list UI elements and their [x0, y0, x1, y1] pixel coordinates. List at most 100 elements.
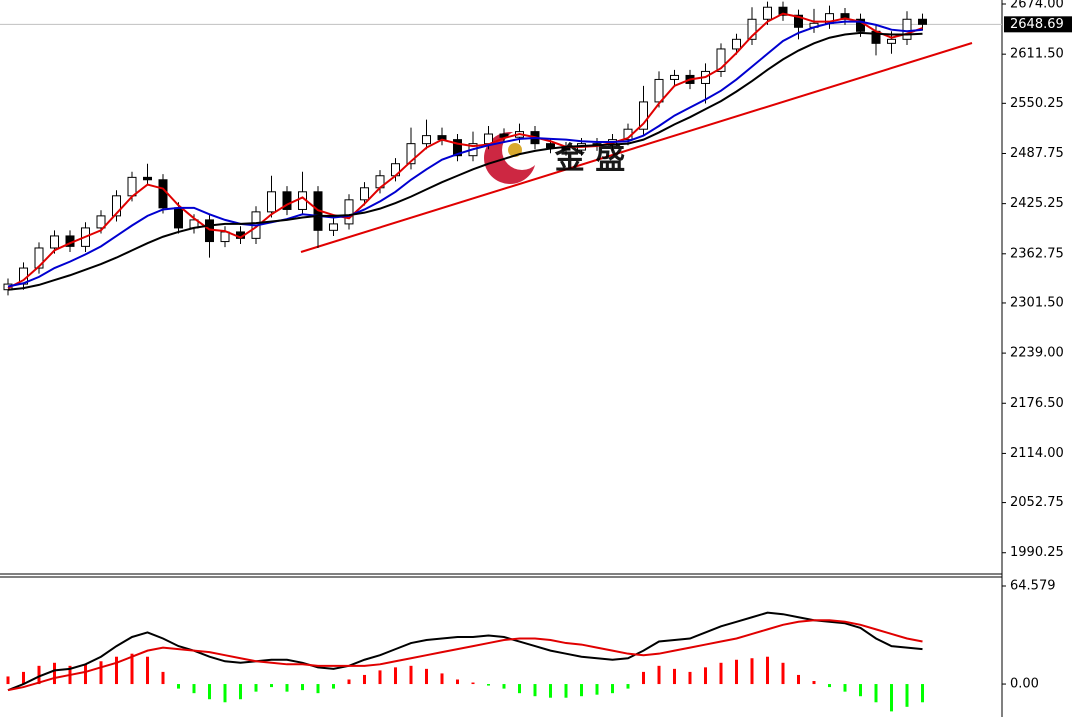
histogram-bar: [84, 664, 87, 685]
candle-body: [220, 231, 230, 243]
histogram-bar: [316, 684, 320, 694]
candle-body: [174, 207, 183, 229]
y-tick-label: 2674.00: [1010, 0, 1064, 12]
indicator-line: [7, 20, 923, 288]
histogram-bar: [394, 667, 397, 685]
last-price-label: 2648.69: [1010, 17, 1064, 32]
histogram-bar: [409, 665, 413, 685]
histogram-bar: [208, 684, 211, 700]
candle-body: [344, 199, 354, 225]
histogram-bar: [766, 656, 769, 685]
candle-body: [763, 6, 772, 20]
histogram-bar: [673, 668, 676, 685]
histogram-bar: [332, 684, 335, 689]
candle-body: [484, 133, 493, 145]
histogram-bar: [440, 673, 444, 685]
candle-body: [50, 235, 59, 249]
histogram-bar: [564, 684, 568, 698]
candle-body: [267, 191, 276, 213]
histogram-bar: [874, 684, 878, 703]
candle-body: [794, 14, 803, 28]
y-tick-label: 2550.25: [1010, 96, 1064, 111]
candle-body: [329, 223, 338, 231]
y-tick-label: 2052.75: [1010, 495, 1064, 510]
y-tick-label: 2425.25: [1010, 196, 1064, 211]
histogram-bar: [254, 684, 258, 692]
candle-body: [887, 38, 896, 44]
candle-body: [96, 215, 106, 229]
histogram-bar: [719, 662, 723, 685]
candle-body: [127, 176, 137, 197]
histogram-bar: [270, 684, 273, 688]
histogram-bar: [6, 676, 10, 685]
histogram-bar: [595, 684, 599, 695]
candle-body: [902, 18, 912, 40]
y-tick-label: 64.579: [1010, 578, 1056, 593]
histogram-bar: [22, 671, 25, 685]
y-tick-label: 2301.50: [1010, 295, 1064, 310]
histogram-bar: [487, 684, 490, 686]
histogram-bar: [688, 671, 692, 685]
histogram-bar: [223, 684, 227, 703]
y-tick-label: 2176.50: [1010, 396, 1064, 411]
histogram-bar: [750, 658, 754, 685]
candle-body: [778, 6, 788, 16]
histogram-bar: [859, 684, 862, 697]
y-tick-label: 2487.75: [1010, 146, 1064, 161]
histogram-bar: [642, 671, 645, 685]
histogram-bar: [580, 684, 583, 697]
candle-body: [747, 18, 757, 40]
histogram-bar: [704, 667, 707, 685]
histogram-bar: [363, 674, 366, 685]
indicator-line: [7, 619, 923, 692]
indicator-line: [7, 31, 923, 291]
candle-body: [453, 139, 462, 157]
y-tick-label: 2114.00: [1010, 446, 1064, 461]
histogram-bar: [657, 665, 661, 685]
histogram-bar: [37, 665, 41, 685]
histogram-bar: [146, 656, 149, 685]
histogram-bar: [130, 653, 134, 685]
histogram-bar: [518, 684, 521, 694]
y-tick-label: 2611.50: [1010, 47, 1064, 62]
histogram-bar: [905, 684, 909, 707]
histogram-bar: [285, 684, 289, 692]
candle-body: [546, 143, 555, 149]
histogram-bar: [301, 684, 304, 691]
candle-body: [422, 135, 431, 145]
candle-body: [282, 191, 292, 210]
candle-body: [732, 38, 741, 50]
histogram-bar: [781, 662, 785, 685]
histogram-bar: [53, 662, 56, 685]
histogram-bar: [549, 684, 552, 698]
histogram-bar: [797, 674, 800, 685]
histogram-bar: [99, 661, 103, 685]
trend-line: [300, 42, 973, 253]
histogram-bar: [115, 656, 118, 685]
candle-body: [158, 179, 168, 209]
histogram-bar: [843, 684, 847, 692]
y-tick-label: 2362.75: [1010, 246, 1064, 261]
histogram-bar: [921, 684, 924, 703]
histogram-bar: [626, 684, 630, 689]
candle-body: [918, 18, 927, 25]
y-tick-label: 0.00: [1010, 677, 1039, 692]
candle-body: [670, 74, 679, 80]
histogram-bar: [378, 670, 382, 685]
histogram-bar: [239, 684, 242, 700]
histogram-bar: [533, 684, 537, 697]
indicator-line: [7, 611, 923, 692]
histogram-bar: [471, 682, 475, 685]
histogram-bar: [192, 684, 196, 694]
histogram-bar: [456, 679, 459, 685]
last-price-box: [1004, 16, 1072, 33]
candle-body: [406, 143, 416, 165]
candle-body: [716, 48, 726, 72]
candle-body: [360, 187, 369, 201]
histogram-bar: [177, 684, 180, 689]
candle-body: [112, 195, 121, 217]
candle-body: [654, 78, 664, 103]
histogram-bar: [828, 684, 831, 688]
